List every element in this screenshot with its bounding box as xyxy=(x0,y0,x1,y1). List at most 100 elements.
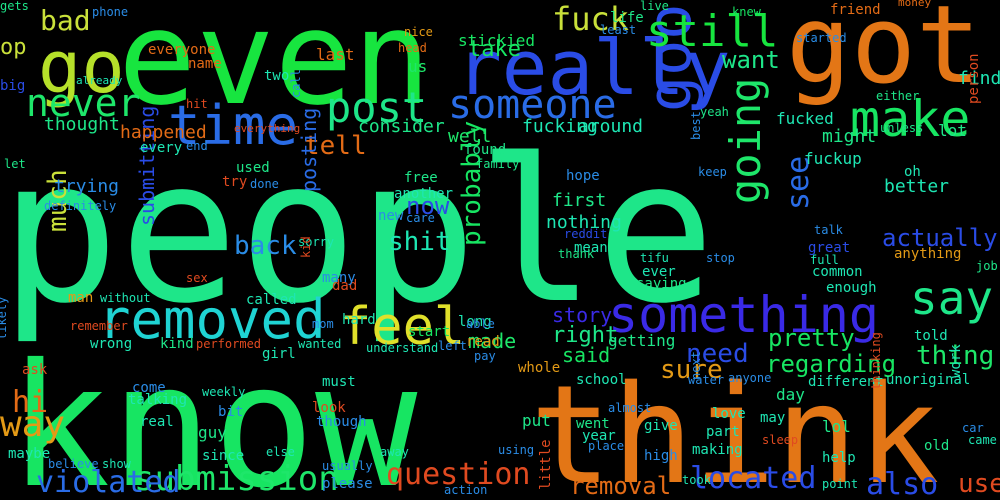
word-got: got xyxy=(786,0,981,108)
word-keep: keep xyxy=(698,165,727,179)
word-every: every xyxy=(140,140,182,156)
word-shit: shit xyxy=(388,227,451,257)
word-dad: dad xyxy=(332,278,357,294)
word-post: post xyxy=(326,83,427,132)
word-sex: sex xyxy=(186,271,208,285)
word-someone: someone xyxy=(448,82,617,128)
word-also: also xyxy=(866,467,938,500)
word-say: say xyxy=(910,271,993,325)
word-next: next xyxy=(689,351,703,380)
word-mom: mom xyxy=(312,317,334,331)
word-work: work xyxy=(948,344,964,378)
word-wrong: wrong xyxy=(90,336,132,352)
word-name: name xyxy=(188,56,222,72)
word-removed: removed xyxy=(98,288,326,351)
word-fucking: fucking xyxy=(522,116,598,137)
word-bit: bit xyxy=(218,404,243,420)
word-live: live xyxy=(640,0,669,13)
word-thing: thing xyxy=(916,341,994,371)
word-away: away xyxy=(380,445,409,459)
word-old: old xyxy=(924,438,949,454)
word-using: using xyxy=(498,443,534,457)
word-unoriginal: unoriginal xyxy=(886,372,970,388)
word-let: let xyxy=(4,157,26,171)
word-without: without xyxy=(100,291,151,305)
word-even: even xyxy=(118,0,431,134)
word-place: place xyxy=(588,439,624,453)
word-kind: kind xyxy=(160,336,194,352)
word-something: something xyxy=(608,286,879,344)
word-year: year xyxy=(582,428,616,444)
word-common: common xyxy=(812,264,863,280)
word-understand: understand xyxy=(366,341,438,355)
word-thank: thank xyxy=(558,247,595,261)
word-show: show xyxy=(102,457,132,471)
word-fucked: fucked xyxy=(776,109,834,128)
word-enough: enough xyxy=(826,280,877,296)
word-making: making xyxy=(692,442,743,458)
word-getting: getting xyxy=(608,331,675,350)
word-called: called xyxy=(246,292,297,308)
word-everything: everything xyxy=(234,122,300,135)
word-pay: pay xyxy=(474,349,496,363)
word-nothing: nothing xyxy=(546,212,622,233)
word-unless: unless xyxy=(880,121,923,135)
word-oh: oh xyxy=(904,164,921,180)
word-people: people xyxy=(0,116,715,347)
word-though: though xyxy=(316,414,367,430)
word-school: school xyxy=(576,372,627,388)
word-least: least xyxy=(600,23,636,37)
word-life: life xyxy=(610,10,644,26)
word-great: great xyxy=(808,240,850,256)
word-reddit: reddit xyxy=(564,227,607,241)
word-hi: hi xyxy=(12,385,48,420)
word-consider: consider xyxy=(358,116,445,137)
word-went: went xyxy=(576,416,610,432)
word-need: need xyxy=(686,339,749,369)
word-give: give xyxy=(644,418,678,434)
word-op: op xyxy=(0,35,27,60)
word-never: never xyxy=(26,81,140,125)
word-read: read xyxy=(466,334,500,350)
word-going: going xyxy=(721,78,770,204)
word-removal: removal xyxy=(570,472,671,500)
word-time: time xyxy=(168,94,298,157)
word-us: us xyxy=(408,57,427,76)
word-likely: likely xyxy=(0,297,9,340)
word-feel: feel xyxy=(340,297,465,357)
word-another: another xyxy=(394,186,453,202)
word-first: first xyxy=(552,190,606,211)
word-done: done xyxy=(250,177,279,191)
word-many: many xyxy=(322,270,356,286)
word-located: located xyxy=(690,461,816,496)
word-right: right xyxy=(552,323,618,348)
word-submitting: submitting xyxy=(135,106,159,226)
word-saying: saying xyxy=(636,276,687,292)
word-mean: mean xyxy=(574,240,608,256)
word-big: big xyxy=(0,78,25,94)
word-actually: actually xyxy=(882,224,998,252)
word-hard: hard xyxy=(342,312,376,328)
word-thought: thought xyxy=(44,114,120,135)
word-free: free xyxy=(404,170,438,186)
word-gets: gets xyxy=(0,0,29,13)
word-girl: girl xyxy=(262,346,296,362)
word-fuck: fuck xyxy=(552,0,629,38)
word-love: love xyxy=(712,406,746,422)
word-know: know xyxy=(8,328,418,500)
word-come: come xyxy=(132,380,166,396)
word-put: put xyxy=(522,411,551,430)
word-long: long xyxy=(458,314,492,330)
word-make: make xyxy=(850,90,970,148)
word-person: person xyxy=(966,53,982,104)
word-much: much xyxy=(43,169,73,232)
word-usually: usually xyxy=(322,459,373,473)
word-look: look xyxy=(312,400,346,416)
word-made: made xyxy=(468,329,516,353)
word-new: new xyxy=(378,208,404,224)
word-anyone: anyone xyxy=(728,371,771,385)
word-already: already xyxy=(76,74,123,87)
word-well: well xyxy=(448,126,491,147)
